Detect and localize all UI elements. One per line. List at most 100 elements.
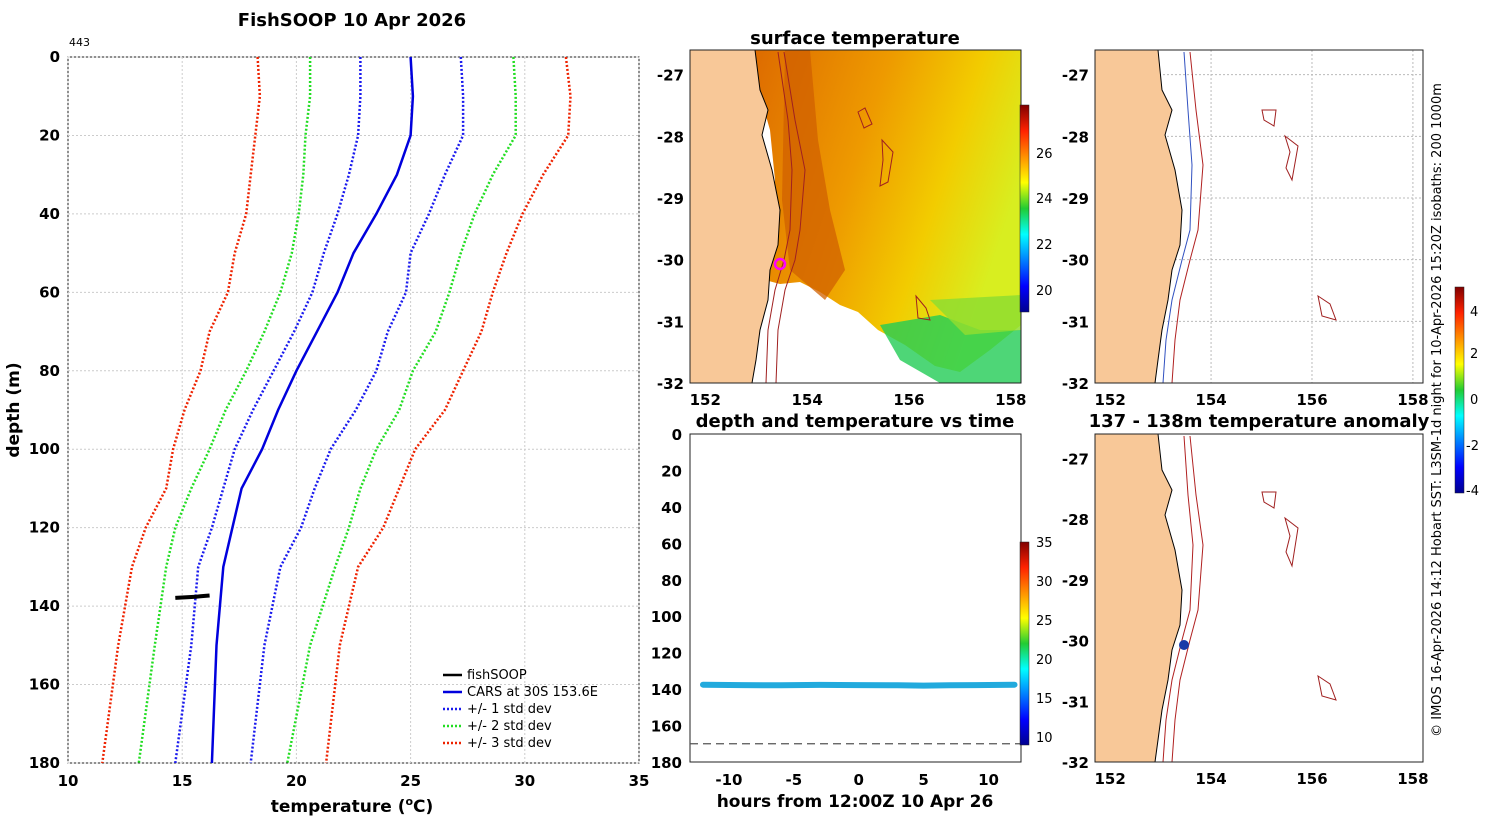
anomaly-cbar-tick: -4 <box>1466 484 1479 499</box>
profile-lines <box>101 56 572 764</box>
sst-cbar-tick: 26 <box>1036 147 1053 162</box>
y-tick-label: 160 <box>651 718 682 736</box>
y-tick-label: 120 <box>651 645 682 663</box>
x-tick-label: 156 <box>893 391 924 409</box>
y-tick-label: 140 <box>29 597 60 615</box>
isobath-1000m <box>1171 51 1204 383</box>
time-colorbar <box>1019 541 1030 746</box>
profile-count: 443 <box>69 36 90 49</box>
y-tick-label: 20 <box>661 462 682 480</box>
figure-title: FishSOOP 10 Apr 2026 <box>238 10 466 31</box>
x-tick-label: 15 <box>172 772 193 790</box>
legend-label: CARS at 30S 153.6E <box>467 685 598 700</box>
anomaly-cbar-tick: -2 <box>1466 439 1479 454</box>
anomaly-cbar-tick: 4 <box>1470 305 1478 320</box>
sst-cbar-tick: 24 <box>1036 192 1053 207</box>
x-tick-label: 25 <box>400 772 421 790</box>
sst-map: surface temperature 152 154 156 158 -27 -28 -2… <box>657 28 1053 409</box>
y-tick-label: -31 <box>657 313 684 331</box>
series-line <box>137 57 312 764</box>
x-tick-label: 154 <box>1195 391 1226 409</box>
isobath-1000m <box>1171 435 1204 762</box>
profile-ticks: 10 15 20 25 30 35 0 20 40 60 80 100 120 140 160 180 <box>29 48 650 790</box>
x-tick-label: 10 <box>58 772 79 790</box>
sst-colorbar <box>1019 104 1030 313</box>
y-tick-label: -32 <box>1062 375 1089 393</box>
land <box>690 50 781 383</box>
x-tick-label: 158 <box>1397 391 1428 409</box>
time-marks <box>690 681 1021 745</box>
y-tick-label: -31 <box>1062 693 1089 711</box>
isobath-1000m <box>775 51 806 383</box>
x-tick-label: 152 <box>1094 770 1125 788</box>
y-tick-label: 80 <box>661 572 682 590</box>
isobath-200m <box>1162 435 1194 762</box>
y-tick-label: -27 <box>657 67 684 85</box>
time-cbar-tick: 20 <box>1036 653 1053 668</box>
credit-text: © IMOS 16-Apr-2026 14:12 Hobart SST: L3S… <box>1430 83 1445 737</box>
x-tick-label: -10 <box>715 771 742 789</box>
land <box>1095 50 1183 383</box>
sst-ticks: 152 154 156 158 -27 -28 -29 -30 -31 -32 <box>657 67 1027 409</box>
x-tick-label: 154 <box>791 391 822 409</box>
legend-label: +/- 2 std dev <box>467 719 552 734</box>
y-tick-label: -30 <box>657 252 684 270</box>
sst-warm-current <box>782 50 845 300</box>
y-tick-label: 40 <box>661 499 682 517</box>
isobath-map: 152 154 156 158 -27 -28 -29 -30 -31 -32 <box>1062 49 1429 409</box>
series-line <box>175 593 210 600</box>
y-tick-label: -31 <box>1062 313 1089 331</box>
sst-title: surface temperature <box>750 28 960 49</box>
y-tick-label: -27 <box>1062 450 1089 468</box>
time-cbar-tick: 10 <box>1036 731 1053 746</box>
x-tick-label: 158 <box>1397 770 1428 788</box>
x-tick-label: 35 <box>629 772 650 790</box>
y-tick-label: 80 <box>39 362 60 380</box>
ship-track <box>1162 51 1193 383</box>
y-tick-label: -30 <box>1062 633 1089 651</box>
y-tick-label: 60 <box>39 283 60 301</box>
time-cbar-tick: 15 <box>1036 692 1053 707</box>
x-tick-label: -5 <box>786 771 803 789</box>
y-tick-label: 20 <box>39 126 60 144</box>
time-cbar-tick: 30 <box>1036 575 1053 590</box>
y-tick-label: -27 <box>1062 67 1089 85</box>
time-cbar-tick: 35 <box>1036 536 1053 551</box>
y-tick-label: 180 <box>29 754 60 772</box>
sst-cbar-tick: 22 <box>1036 238 1053 253</box>
seamount-isobaths <box>857 107 931 321</box>
anomaly-title: 137 - 138m temperature anomaly <box>1089 411 1430 432</box>
isobath-200m <box>765 51 793 383</box>
temperature-track <box>700 681 1018 689</box>
y-tick-label: -32 <box>657 375 684 393</box>
x-tick-label: 0 <box>854 771 864 789</box>
time-plot: depth and temperature vs time -10 -5 0 5 100… <box>651 411 1053 812</box>
series-line <box>324 56 572 764</box>
x-tick-label: 156 <box>1296 770 1327 788</box>
y-tick-label: 0 <box>50 48 60 66</box>
y-tick-label: -28 <box>657 128 684 146</box>
sst-transition <box>930 295 1021 335</box>
y-tick-label: -28 <box>1062 511 1089 529</box>
legend-label: +/- 1 std dev <box>467 702 552 717</box>
y-tick-label: 60 <box>661 535 682 553</box>
seamount-isobaths <box>1261 491 1337 701</box>
legend-label: fishSOOP <box>467 668 527 683</box>
anomaly-ticks: 152 154 156 158 -27 -28 -29 -30 -31 -32 <box>1062 450 1429 788</box>
profile-xlabel: temperature (oC) <box>271 795 434 817</box>
x-tick-label: 156 <box>1296 391 1327 409</box>
profile-grid <box>67 56 640 764</box>
iso-ticks: 152 154 156 158 -27 -28 -29 -30 -31 -32 <box>1062 67 1429 409</box>
x-tick-label: 158 <box>995 391 1026 409</box>
y-tick-label: -32 <box>1062 754 1089 772</box>
y-tick-label: 160 <box>29 676 60 694</box>
time-xlabel: hours from 12:00Z 10 Apr 26 <box>717 792 994 812</box>
sst-cbar-tick: 20 <box>1036 284 1053 299</box>
x-tick-label: 20 <box>286 772 307 790</box>
x-tick-label: 5 <box>918 771 928 789</box>
profile-plot: 10 15 20 25 30 35 0 20 40 60 80 100 120 140 160 180 tem… <box>4 48 649 817</box>
series-line <box>249 56 465 764</box>
y-tick-label: -29 <box>1062 572 1089 590</box>
anomaly-map: 137 - 138m temperature anomaly 152 154 156… <box>1062 286 1479 788</box>
